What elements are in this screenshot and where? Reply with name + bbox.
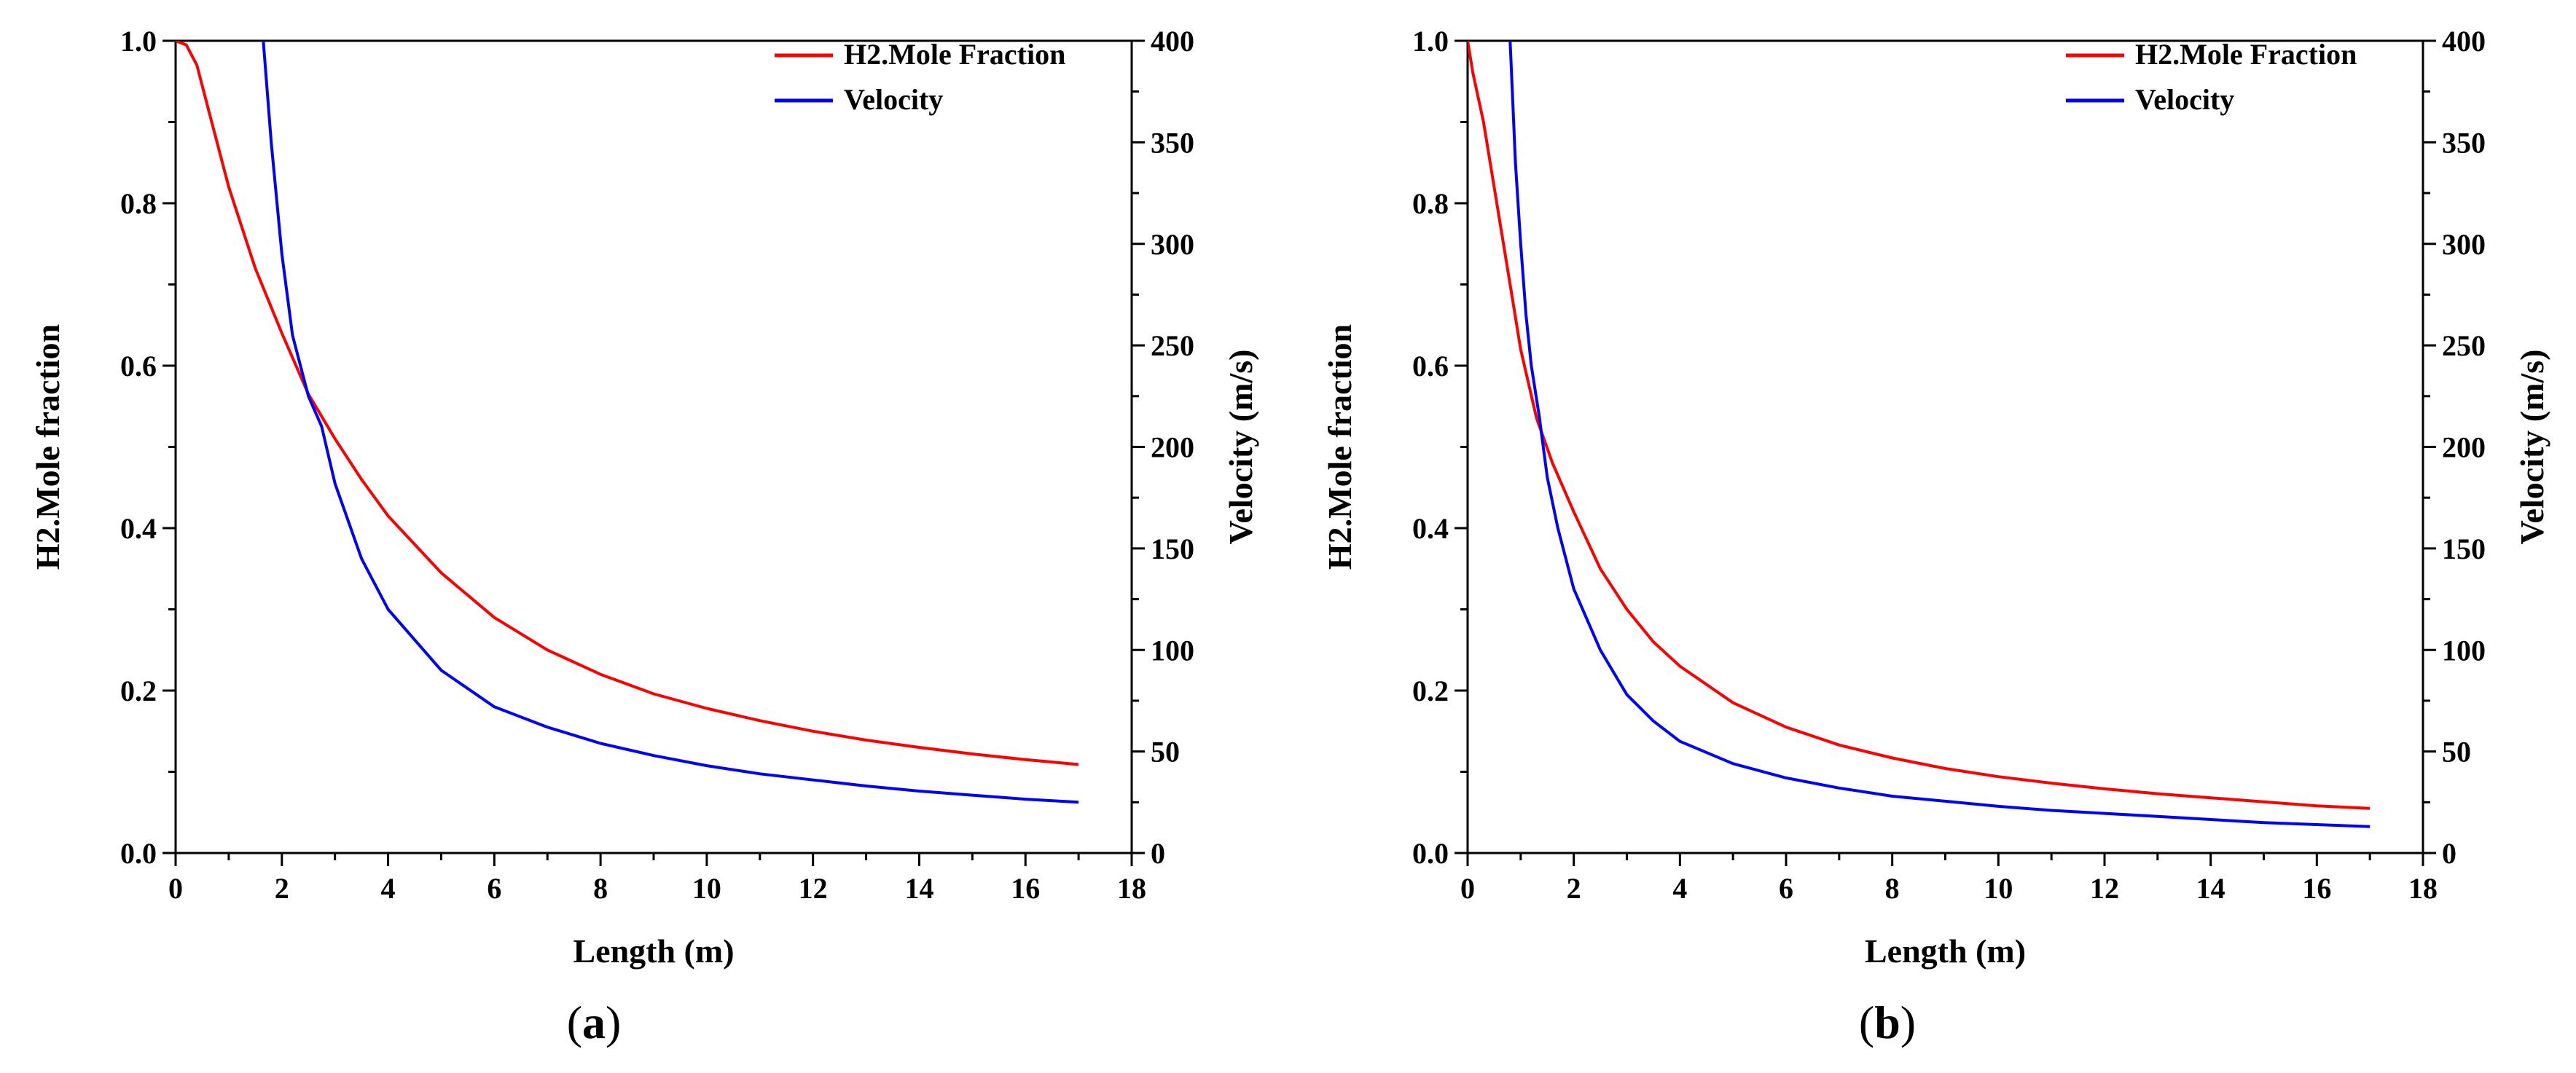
panel-a-plot-frame — [174, 39, 1133, 854]
panel-b-x-tick-label: 12 — [2090, 872, 2119, 905]
panel-a: 0 2 4 6 8 10 12 14 16 18 0.0 0.2 0.4 0.6 0.8 1.0 0 50 100 1… — [29, 25, 1259, 1048]
panel-b-x-tick-label: 6 — [1779, 872, 1793, 905]
panel-a-x-tick-label: 4 — [381, 872, 396, 905]
panel-a-y-right-tick-label: 350 — [1151, 126, 1194, 159]
panel-b-y-right-tick-label: 200 — [2442, 431, 2486, 464]
panel-a-caption-letter: a — [582, 997, 606, 1048]
panel-a-y-left-tick-label: 0.6 — [120, 350, 157, 382]
panel-b-y-left-tick-label: 0.0 — [1412, 837, 1449, 870]
panel-a-x-tick-label: 2 — [275, 872, 289, 905]
panel-b-y-left-tick-label: 0.8 — [1412, 187, 1449, 220]
panel-a-legend-h2-mole-fraction-label: H2.Mole Fraction — [844, 38, 1065, 71]
panel-b-x-axis-title: Length (m) — [1865, 932, 2026, 970]
panel-b-x-tick-label: 4 — [1672, 872, 1687, 905]
panel-a-y-left-tick-label: 0.4 — [120, 512, 157, 545]
panel-a-y-right-tick-label: 250 — [1151, 329, 1194, 362]
panel-a-x-tick-label: 12 — [799, 872, 828, 905]
panel-a-y-right-tick-label: 100 — [1151, 634, 1194, 667]
panel-b-x-tick-label: 18 — [2408, 872, 2438, 905]
panel-b-y-left-tick-label: 0.4 — [1412, 512, 1449, 545]
panel-a-y-left-tick-label: 1.0 — [120, 25, 157, 58]
panel-a-y-right-tick-label: 300 — [1151, 228, 1194, 261]
panel-a-y-left-tick-label: 0.2 — [120, 675, 157, 707]
panel-b-y-left-tick-label: 0.2 — [1412, 675, 1449, 707]
panel-a-y-right-tick-label: 50 — [1151, 736, 1180, 769]
panel-b-y-left-tick-label: 0.6 — [1412, 350, 1449, 382]
panel-b-y-right-tick-label: 150 — [2442, 532, 2486, 565]
panel-a-y-left-axis-title: H2.Mole fraction — [29, 324, 66, 570]
panel-a-y-right-tick-label: 200 — [1151, 431, 1194, 464]
panel-b-series-velocity-line — [1508, 41, 2371, 828]
panel-b-x-tick-label: 10 — [1984, 872, 2013, 905]
panel-a-series-h2-mole-fraction-line — [176, 41, 1079, 766]
panel-b-y-right-tick-label: 350 — [2442, 126, 2486, 159]
panel-a-x-tick-label: 8 — [593, 872, 608, 905]
panel-b-series-h2-mole-fraction-line — [1468, 41, 2371, 810]
panel-b-legend-velocity-label: Velocity — [2135, 83, 2234, 116]
panel-b-caption-letter: b — [1874, 997, 1900, 1048]
panel-a-x-tick-label: 0 — [168, 872, 183, 905]
panel-b-y-right-axis-title: Velocity (m/s) — [2513, 350, 2550, 545]
panel-a-y-right-tick-label: 150 — [1151, 532, 1194, 565]
panel-b-plot-frame — [1466, 39, 2424, 854]
panel-b-y-right-tick-label: 300 — [2442, 228, 2486, 261]
panel-a-x-tick-label: 18 — [1117, 872, 1146, 905]
panel-b-x-tick-label: 2 — [1567, 872, 1581, 905]
panel-a-y-right-axis-title: Velocity (m/s) — [1222, 350, 1259, 545]
panel-a-series-velocity-line — [262, 41, 1079, 804]
panel-b-y-right-tick-label: 400 — [2442, 25, 2486, 58]
panel-b-x-tick-label: 14 — [2196, 872, 2225, 905]
panel-b-y-right-tick-label: 0 — [2442, 837, 2456, 870]
panel-b-y-right-tick-label: 100 — [2442, 634, 2486, 667]
panel-b-y-left-tick-label: 1.0 — [1412, 25, 1449, 58]
panel-a-y-left-tick-label: 0.0 — [120, 837, 157, 870]
panel-b-x-tick-label: 8 — [1885, 872, 1900, 905]
panel-b-y-right-tick-label: 250 — [2442, 329, 2486, 362]
panel-a-y-left-tick-label: 0.8 — [120, 187, 157, 220]
panel-b-caption: (b) — [1859, 997, 1916, 1048]
panel-a-y-right-tick-label: 0 — [1151, 837, 1165, 870]
panel-a-x-tick-label: 16 — [1011, 872, 1040, 905]
panel-a-x-tick-label: 6 — [487, 872, 501, 905]
panel-b: 0 2 4 6 8 10 12 14 16 18 0.0 0.2 0.4 0.6 0.8 1.0 0 50 100 1… — [1321, 25, 2550, 1048]
panel-a-y-right-tick-label: 400 — [1151, 25, 1194, 58]
panel-b-y-right-tick-label: 50 — [2442, 736, 2471, 769]
panel-a-x-tick-label: 14 — [904, 872, 933, 905]
panel-a-caption: (a) — [567, 997, 622, 1048]
panel-b-y-left-axis-title: H2.Mole fraction — [1321, 324, 1358, 570]
panel-a-legend-velocity-label: Velocity — [844, 83, 943, 116]
panel-b-x-tick-label: 16 — [2302, 872, 2331, 905]
panel-b-x-tick-label: 0 — [1460, 872, 1475, 905]
panel-a-x-tick-label: 10 — [692, 872, 721, 905]
panel-a-x-axis-title: Length (m) — [573, 932, 734, 970]
panel-b-legend-h2-mole-fraction-label: H2.Mole Fraction — [2135, 38, 2357, 71]
